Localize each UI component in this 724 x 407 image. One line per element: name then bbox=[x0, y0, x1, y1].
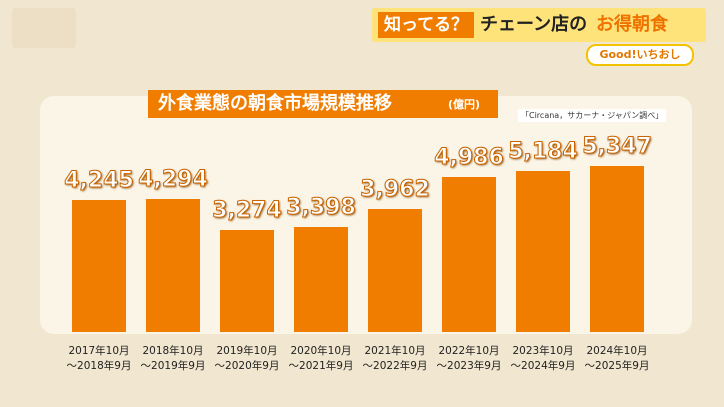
chart-title: 外食業態の朝食市場規模推移 bbox=[158, 93, 392, 114]
value-label: 5,184 bbox=[508, 139, 579, 165]
bar bbox=[590, 166, 644, 332]
x-tick-label: 2022年10月 ～2023年9月 bbox=[436, 345, 502, 372]
bar bbox=[516, 171, 570, 332]
banner-tag: 知ってる？ bbox=[378, 12, 475, 38]
banner-text: チェーン店の bbox=[480, 14, 588, 35]
value-label: 4,245 bbox=[64, 168, 135, 194]
source: 「Circana，サカーナ・ジャパン調べ」 bbox=[518, 109, 667, 122]
program-badge: Good!いちおし bbox=[586, 44, 694, 66]
x-tick-label: 2018年10月 ～2019年9月 bbox=[140, 345, 206, 372]
value-label: 3,398 bbox=[286, 194, 357, 220]
value-label: 5,347 bbox=[582, 134, 653, 160]
bar bbox=[294, 226, 348, 332]
bar bbox=[146, 198, 200, 332]
x-tick-label: 2023年10月 ～2024年9月 bbox=[510, 345, 576, 372]
value-label: 3,962 bbox=[360, 176, 431, 202]
bar bbox=[442, 177, 496, 332]
title-bar bbox=[148, 90, 498, 118]
x-tick-label: 2017年10月 ～2018年9月 bbox=[66, 345, 132, 372]
x-tick-label: 2024年10月 ～2025年9月 bbox=[584, 345, 650, 372]
bar bbox=[220, 230, 274, 332]
bar bbox=[72, 200, 126, 332]
bar bbox=[368, 208, 422, 332]
value-label: 4,986 bbox=[434, 145, 505, 171]
value-label: 3,274 bbox=[212, 198, 283, 224]
value-label: 4,294 bbox=[138, 166, 209, 192]
banner-highlight: お得朝食 bbox=[596, 14, 668, 35]
x-tick-label: 2021年10月 ～2022年9月 bbox=[362, 345, 428, 372]
unit: (億円) bbox=[448, 98, 481, 111]
x-tick-label: 2020年10月 ～2021年9月 bbox=[288, 345, 354, 372]
channel-logo bbox=[12, 8, 76, 48]
x-tick-label: 2019年10月 ～2020年9月 bbox=[214, 345, 280, 372]
